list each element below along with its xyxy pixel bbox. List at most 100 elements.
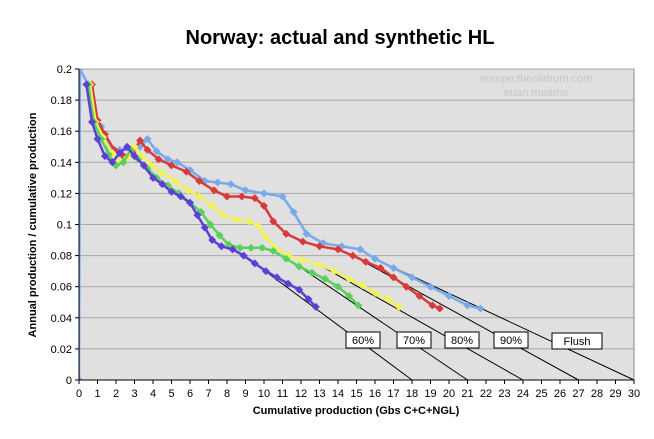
data-point: [245, 217, 254, 226]
trend-line-60pct: [254, 262, 413, 381]
data-point: [463, 301, 472, 310]
data-point: [167, 161, 176, 170]
data-point: [250, 259, 259, 268]
label-text-90pct: 90%: [500, 335, 522, 347]
x-tick-label: 23: [498, 388, 510, 400]
x-tick-label: 10: [258, 388, 270, 400]
data-point: [356, 245, 365, 254]
data-point: [154, 155, 163, 164]
y-tick-label: 0.16: [51, 126, 72, 138]
x-tick-label: 19: [424, 388, 436, 400]
data-point: [232, 215, 241, 224]
data-point: [376, 264, 385, 273]
data-point: [237, 192, 246, 201]
y-tick-label: 0.2: [57, 64, 72, 76]
label-box-70pct: 70%: [396, 331, 432, 349]
data-point: [330, 267, 339, 276]
x-tick-label: 20: [443, 388, 455, 400]
data-point: [354, 301, 363, 310]
label-text-70pct: 70%: [403, 335, 425, 347]
data-point: [206, 220, 215, 229]
data-point: [269, 217, 278, 226]
x-tick-label: 25: [535, 388, 547, 400]
data-point: [395, 302, 404, 311]
label-text-60pct: 60%: [352, 335, 374, 347]
x-tick-label: 22: [480, 388, 492, 400]
data-point: [298, 237, 307, 246]
data-point: [428, 301, 437, 310]
data-point: [108, 158, 117, 167]
series-60pct: [82, 80, 320, 311]
data-point: [100, 152, 109, 161]
data-point: [304, 295, 313, 304]
x-tick-label: 5: [168, 388, 174, 400]
data-point: [82, 80, 91, 89]
x-tick-label: 2: [113, 388, 119, 400]
x-axis-title: Cumulative production (Gbs C+C+NGL): [253, 405, 460, 417]
data-point: [158, 169, 167, 178]
data-point: [115, 148, 124, 157]
label-box-flush: Flush: [551, 332, 603, 350]
data-point: [476, 304, 485, 313]
label-text-80pct: 80%: [451, 335, 473, 347]
data-point: [208, 236, 217, 245]
trend-line-flush: [374, 258, 635, 381]
x-tick-label: 26: [554, 388, 566, 400]
data-point: [348, 251, 357, 260]
data-point: [130, 152, 139, 161]
data-point: [158, 180, 167, 189]
series-labels: 60% 70% 80% 90% Flush: [345, 331, 603, 350]
data-point: [171, 176, 180, 185]
x-tick-label: 16: [369, 388, 381, 400]
x-tick-label: 3: [131, 388, 137, 400]
x-tick-label: 29: [609, 388, 621, 400]
x-tick-label: 28: [591, 388, 603, 400]
data-point: [176, 192, 185, 201]
data-point: [123, 142, 132, 151]
data-point: [445, 292, 453, 301]
data-point: [93, 134, 102, 143]
data-point: [371, 288, 379, 297]
x-tick-label: 9: [242, 388, 248, 400]
trend-line-70pct: [298, 266, 468, 381]
data-point: [241, 186, 250, 195]
x-tick-label: 18: [406, 388, 418, 400]
data-point: [195, 192, 204, 201]
y-tick-label: 0.08: [51, 251, 72, 263]
data-point: [261, 267, 270, 276]
label-box-90pct: 90%: [493, 331, 529, 349]
y-tick-label: 0.06: [51, 282, 72, 294]
data-point: [193, 211, 202, 220]
data-point: [295, 285, 304, 294]
x-tick-label: 4: [150, 388, 156, 400]
data-point: [334, 245, 342, 254]
y-tick-label: 0.14: [51, 157, 72, 169]
data-point: [371, 254, 379, 263]
data-point: [302, 229, 311, 238]
data-point: [173, 158, 182, 167]
data-point: [149, 173, 157, 182]
data-point: [219, 211, 228, 220]
data-point: [269, 246, 278, 255]
data-point: [284, 279, 293, 288]
grid-lines: [79, 68, 634, 350]
x-tick-label: 8: [224, 388, 230, 400]
data-point: [298, 256, 307, 265]
data-point: [311, 302, 320, 311]
watermark-line-1: europe.theoildrum.com: [480, 73, 593, 85]
data-point: [383, 295, 392, 304]
data-point: [210, 186, 219, 195]
data-point: [315, 242, 324, 251]
x-tick-label: 11: [277, 388, 288, 400]
label-box-60pct: 60%: [345, 331, 381, 349]
axes: 0 1 2 3 4 5 6 7 8 9 10 11 12 13 14 15 16 17 18 19 20 21 22 23 24…: [51, 64, 641, 400]
data-point: [223, 192, 231, 201]
y-axis-title: Annual production / cumulative productio…: [27, 112, 39, 337]
data-point: [184, 186, 193, 195]
data-point: [250, 194, 259, 203]
y-tick-label: 0.18: [51, 95, 72, 107]
data-point: [345, 274, 354, 283]
x-tick-label: 14: [332, 388, 344, 400]
